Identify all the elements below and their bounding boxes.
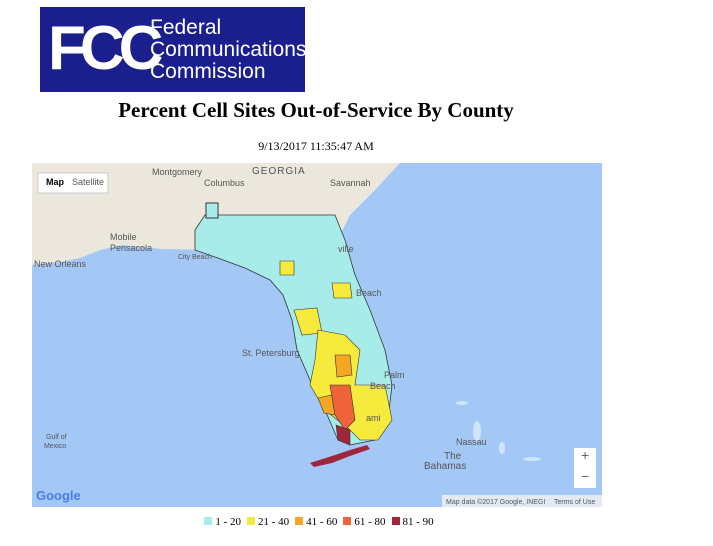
place-label: St. Petersburg bbox=[242, 348, 300, 358]
place-label: ville bbox=[338, 244, 354, 254]
legend-label: 1 - 20 bbox=[215, 516, 241, 528]
legend-swatch bbox=[246, 517, 255, 525]
legend: 1 - 20 21 - 40 41 - 60 61 - 80 81 - 90 bbox=[0, 516, 632, 528]
place-label: New Orleans bbox=[34, 259, 87, 269]
legend-label: 41 - 60 bbox=[306, 516, 338, 528]
place-label: Columbus bbox=[204, 178, 245, 188]
place-label: Beach bbox=[370, 381, 396, 391]
map-type-control bbox=[37, 172, 109, 194]
place-label: Montgomery bbox=[152, 167, 203, 177]
zoom-control bbox=[574, 448, 596, 488]
map: Map Satellite Montgomery GEORGIA Columbu… bbox=[32, 163, 602, 507]
county-region bbox=[310, 445, 370, 467]
county-region bbox=[331, 282, 353, 299]
place-label: Nassau bbox=[456, 437, 487, 447]
logo-line: Commission bbox=[150, 60, 266, 83]
county-region bbox=[279, 260, 295, 276]
place-label: Mobile bbox=[110, 232, 137, 242]
place-label: Palm bbox=[384, 370, 405, 380]
logo-line: Communications bbox=[150, 38, 307, 61]
logo-line: Federal bbox=[150, 16, 222, 39]
place-label: The bbox=[444, 451, 462, 462]
place-label: Gulf of bbox=[46, 434, 67, 441]
place-label: ami bbox=[366, 413, 381, 423]
attribution-bar bbox=[442, 495, 602, 507]
fcc-logo: FCC Federal Communications Commission bbox=[40, 7, 307, 92]
satellite-button[interactable]: Satellite bbox=[72, 177, 104, 187]
place-label: City Beach bbox=[178, 254, 212, 261]
place-label: Pensacola bbox=[110, 243, 152, 253]
title: Percent Cell Sites Out-of-Service By Cou… bbox=[118, 98, 514, 122]
zoom-out[interactable]: − bbox=[581, 468, 589, 484]
legend-swatch bbox=[343, 517, 352, 525]
timestamp: 9/13/2017 11:35:47 AM bbox=[258, 139, 374, 153]
place-label: Bahamas bbox=[424, 461, 466, 472]
logo-mark: FCC bbox=[48, 14, 163, 83]
legend-label: 81 - 90 bbox=[402, 516, 434, 528]
place-label: Savannah bbox=[330, 178, 371, 188]
place-label: Beach bbox=[356, 288, 382, 298]
attribution: Map data ©2017 Google, INEGI bbox=[446, 498, 545, 506]
map-button[interactable]: Map bbox=[46, 177, 65, 187]
county-region bbox=[205, 202, 219, 219]
terms-link[interactable]: Terms of Use bbox=[554, 499, 595, 506]
county-region bbox=[329, 384, 356, 431]
county-region bbox=[335, 424, 351, 446]
google-brand: Google bbox=[36, 488, 81, 503]
legend-swatch bbox=[204, 517, 213, 525]
place-label: GEORGIA bbox=[252, 166, 306, 177]
legend-swatch bbox=[295, 517, 304, 525]
place-label: Mexico bbox=[44, 443, 66, 450]
islands bbox=[456, 401, 541, 461]
legend-label: 61 - 80 bbox=[354, 516, 386, 528]
legend-label: 21 - 40 bbox=[257, 516, 290, 528]
county-region bbox=[334, 354, 353, 378]
legend-swatch bbox=[391, 517, 400, 525]
zoom-in[interactable]: + bbox=[581, 447, 589, 463]
